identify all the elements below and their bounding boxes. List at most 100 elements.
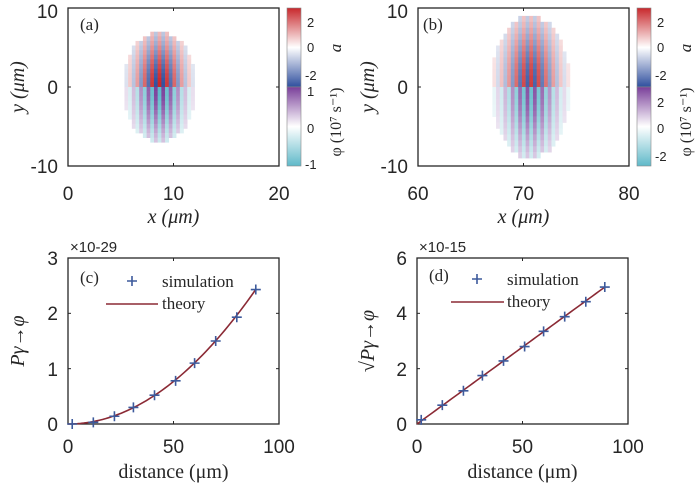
heatmap-cell: [540, 63, 545, 70]
heatmap-cell: [496, 63, 501, 70]
heatmap-cell: [525, 27, 530, 34]
heatmap-cell: [544, 51, 549, 58]
heatmap-cell: [183, 82, 188, 88]
heatmap-cell: [525, 51, 530, 58]
legend-label-simulation: simulation: [162, 272, 234, 291]
heatmap-cell: [183, 123, 188, 129]
heatmap-cell: [547, 27, 552, 34]
heatmap-cell: [139, 123, 144, 129]
heatmap-cell: [521, 128, 526, 135]
heatmap-cell: [551, 45, 556, 52]
heatmap-cell: [540, 134, 545, 141]
heatmap-cell: [510, 39, 515, 46]
heatmap-cell: [507, 92, 512, 100]
heatmap-cell: [529, 87, 534, 94]
heatmap-cell: [503, 81, 508, 88]
heatmap-cell: [529, 45, 534, 52]
heatmap-cell: [525, 110, 530, 117]
heatmap-cell: [157, 110, 162, 115]
heatmap-cell: [499, 87, 504, 94]
heatmap-cell: [142, 123, 147, 129]
heatmap-cell: [187, 96, 192, 102]
heatmap-cell: [168, 59, 173, 65]
heatmap-cell: [492, 110, 497, 117]
heatmap-cell: [525, 69, 530, 76]
heatmap-cell: [544, 104, 549, 111]
heatmap-cell: [529, 104, 534, 111]
heatmap-cell: [128, 105, 133, 111]
heatmap-cell: [503, 51, 508, 58]
heatmap-cell: [142, 45, 147, 51]
heatmap-cell: [172, 45, 177, 51]
heatmap-cell: [179, 105, 184, 111]
heatmap-cell: [153, 31, 158, 37]
heatmap-cell: [176, 50, 181, 56]
heatmap-cell: [566, 69, 571, 76]
heatmap-cell: [139, 68, 144, 74]
y-tick-label: 2: [47, 304, 58, 325]
heatmap-cell: [510, 27, 515, 34]
heatmap-cell: [529, 33, 534, 40]
heatmap-cell: [540, 33, 545, 40]
heatmap-cell: [536, 98, 541, 106]
heatmap-cell: [190, 82, 195, 88]
heatmap-cell: [165, 91, 170, 97]
heatmap-cell: [161, 40, 166, 46]
heatmap-cell: [153, 77, 158, 83]
heatmap-cell: [168, 82, 173, 88]
heatmap-cell: [525, 15, 530, 23]
heatmap-cell: [525, 128, 530, 135]
x-tick-label: 50: [163, 437, 184, 458]
heatmap-cell: [503, 63, 508, 70]
heatmap-cell: [544, 134, 549, 141]
heatmap-cell: [124, 73, 129, 79]
heatmap-cell: [499, 57, 504, 64]
heatmap-cell: [558, 110, 563, 117]
heatmap-cell: [157, 114, 162, 120]
heatmap-cell: [187, 82, 192, 88]
heatmap-cell: [555, 45, 560, 52]
heatmap-cell: [514, 27, 519, 34]
heatmap-cell: [179, 73, 184, 79]
heatmap-cell: [496, 104, 501, 111]
heatmap-cell: [551, 92, 556, 100]
heatmap-cell: [518, 75, 523, 82]
legend-d: simulation theory: [451, 270, 579, 311]
heatmap-cell: [187, 68, 192, 74]
heatmap-cell: [146, 68, 151, 74]
heatmap-cell: [172, 54, 177, 60]
y-axis-label: Pγ→φ: [7, 315, 29, 367]
heatmap-cell: [551, 57, 556, 64]
heatmap-cell: [521, 33, 526, 40]
heatmap-cell: [540, 140, 545, 147]
heatmap-cell: [153, 50, 158, 56]
heatmap-cell: [165, 128, 170, 134]
heatmap-cell: [139, 82, 144, 88]
heatmap-cell: [492, 75, 497, 82]
heatmap-cell: [540, 69, 545, 76]
theory-line: [67, 288, 257, 425]
heatmap-cell: [551, 140, 556, 147]
heatmap-cell: [540, 81, 545, 88]
heatmap-cell: [529, 69, 534, 76]
heatmap-cell: [153, 91, 158, 97]
heatmap-cell: [161, 114, 166, 120]
heatmap-cell: [142, 96, 147, 102]
heatmap-cell: [496, 75, 501, 82]
heatmap-cell: [161, 82, 166, 88]
colorbar-tick: 0: [307, 40, 314, 55]
heatmap-cell: [540, 110, 545, 117]
heatmap-cell: [540, 92, 545, 100]
heatmap-cell: [142, 77, 147, 83]
heatmap-cell: [150, 91, 155, 97]
panel-b: (b) 10 0 -10 60 70 80 x (μm) y (μm) 2 0 …: [357, 2, 695, 228]
heatmap-cell: [536, 57, 541, 64]
heatmap-cell: [165, 110, 170, 115]
heatmap-cell: [555, 98, 560, 106]
heatmap-cell: [562, 69, 567, 76]
heatmap-cell: [507, 27, 512, 34]
heatmap-cell: [124, 100, 129, 106]
heatmap-cell: [153, 100, 158, 106]
simulation-point: [170, 375, 181, 386]
heatmap-cell: [555, 87, 560, 94]
